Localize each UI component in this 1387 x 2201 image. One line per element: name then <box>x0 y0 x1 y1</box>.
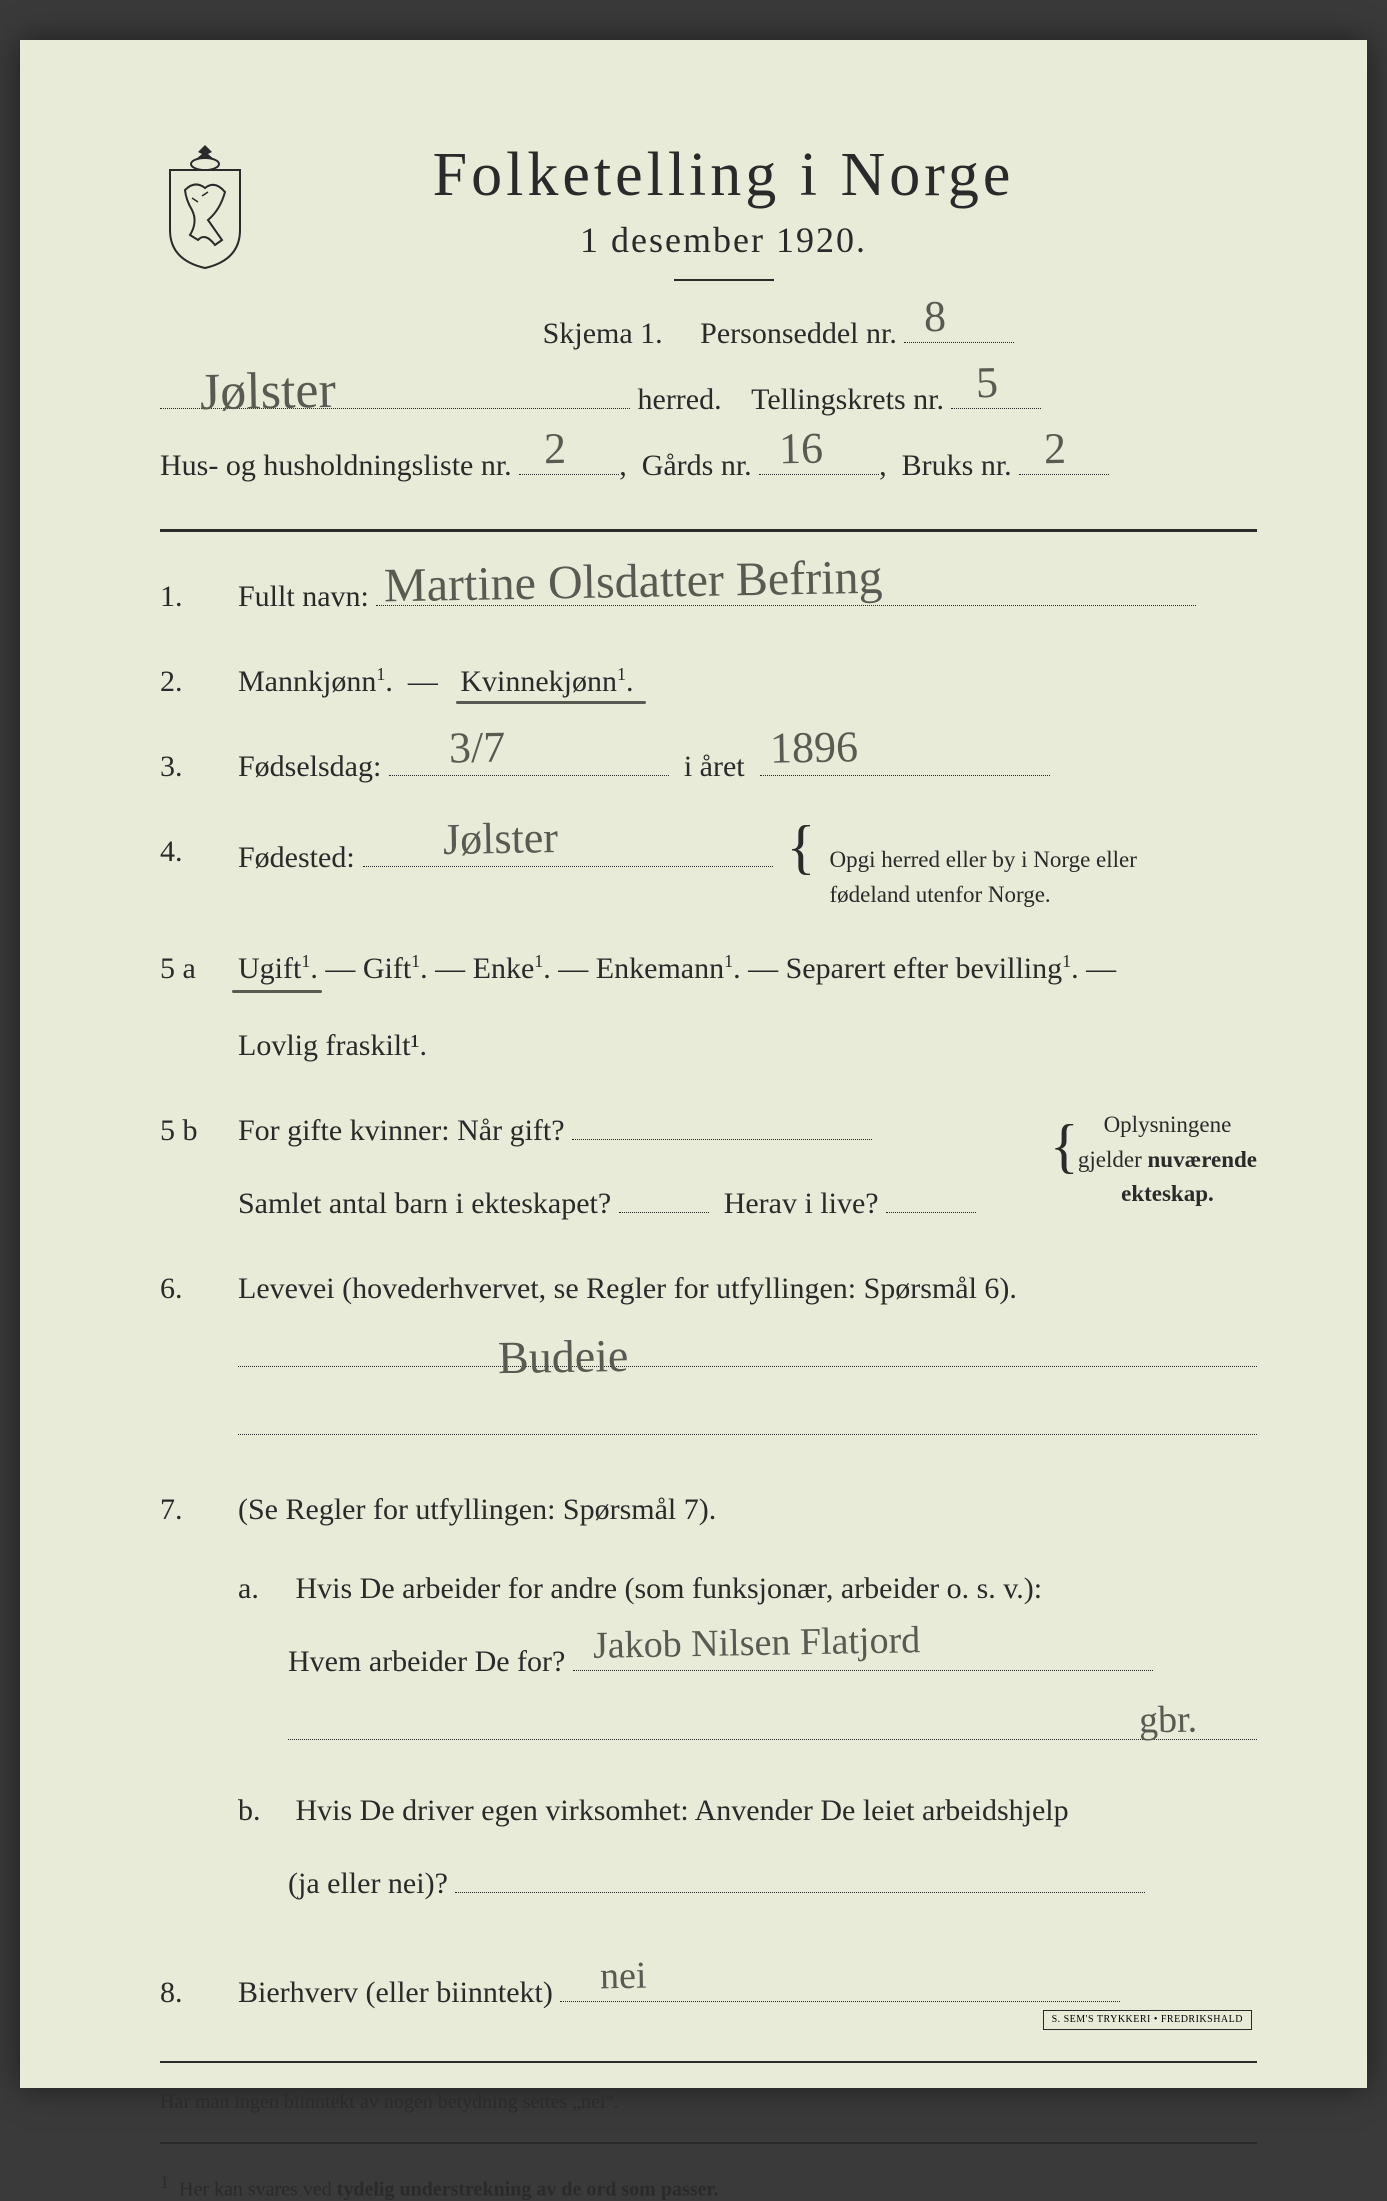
rule-1 <box>160 529 1257 532</box>
meta-line-2: Jølster herred. Tellingskrets nr. 5 <box>160 367 1257 433</box>
q7-num: 7. <box>160 1481 238 1538</box>
personseddel-value: 8 <box>923 269 947 366</box>
footnote: Har man ingen biinntekt av nogen betydni… <box>160 2091 1257 2114</box>
husliste-value: 2 <box>543 401 567 498</box>
q6-num: 6. <box>160 1260 238 1453</box>
q1-label: Fullt navn: <box>238 580 369 613</box>
q7a: a. Hvis De arbeider for andre (som funks… <box>238 1560 1257 1758</box>
q1-num: 1. <box>160 568 238 625</box>
brace-icon: { <box>787 823 816 871</box>
q7a-letter: a. <box>238 1560 288 1617</box>
footer-note: 1 Her kan svares ved tydelig understrekn… <box>160 2172 1257 2201</box>
q5b-n2b: nuværende <box>1148 1147 1258 1172</box>
q7a-line2: Hvem arbeider De for? <box>288 1645 565 1678</box>
q7a-line1: Hvis De arbeider for andre (som funksjon… <box>296 1572 1043 1605</box>
printer-stamp: S. SEM'S TRYKKERI • FREDRIKSHALD <box>1043 2010 1252 2030</box>
q3-year: 1896 <box>769 705 858 790</box>
q1-value: Martine Olsdatter Befring <box>384 532 884 632</box>
q5a-cont: Lovlig fraskilt¹. <box>238 1017 1257 1074</box>
q1: 1. Fullt navn: Martine Olsdatter Befring <box>160 568 1257 625</box>
q5b-l2a: Samlet antal barn i ekteskapet? <box>238 1187 611 1220</box>
q5b-n3: ekteskap. <box>1121 1181 1214 1206</box>
q6-blank-1: Budeie <box>238 1317 1257 1367</box>
q7b-line2: (ja eller nei)? <box>288 1867 448 1900</box>
q7b-line1: Hvis De driver egen virksomhet: Anvender… <box>296 1794 1069 1827</box>
q5b-l2b: Herav i live? <box>724 1187 879 1220</box>
meta-block: Skjema 1. Personseddel nr. 8 Jølster her… <box>160 301 1257 499</box>
rule-3 <box>160 2142 1257 2144</box>
q2-k: Kvinnekjønn <box>460 665 617 698</box>
q5a-underline <box>232 990 322 993</box>
q6-label: Levevei (hovederhvervet, se Regler for u… <box>238 1272 1017 1305</box>
coat-of-arms-icon <box>160 140 250 270</box>
personseddel-label: Personseddel nr. <box>700 317 897 350</box>
q7a-blank-2: gbr. <box>288 1690 1257 1740</box>
gards-value: 16 <box>778 401 824 499</box>
q7: 7. (Se Regler for utfyllingen: Spørsmål … <box>160 1481 1257 1936</box>
footer-bold: tydelig understrekning av de ord som pas… <box>337 2178 719 2200</box>
q4-value: Jølster <box>442 796 558 882</box>
bruks-label: Bruks nr. <box>902 449 1012 482</box>
q2-m: Mannkjønn <box>238 665 376 698</box>
q2: 2. Mannkjønn1. — Kvinnekjønn1. <box>160 653 1257 710</box>
footer-sup: 1 <box>160 2172 169 2192</box>
q4: 4. Fødested: Jølster { Opgi herred eller… <box>160 823 1257 912</box>
rule-2 <box>160 2061 1257 2063</box>
q7-label: (Se Regler for utfyllingen: Spørsmål 7). <box>238 1481 1257 1538</box>
q5b-n2pre: gjelder <box>1078 1147 1148 1172</box>
husliste-label: Hus- og husholdningsliste nr. <box>160 449 512 482</box>
shield-svg <box>160 140 250 270</box>
skjema-label: Skjema 1. <box>543 317 663 350</box>
header: Folketelling i Norge 1 desember 1920. <box>160 140 1257 281</box>
subtitle-date: 1 desember 1920. <box>280 219 1167 261</box>
q3-num: 3. <box>160 738 238 795</box>
brace-icon-2: { <box>1050 1122 1079 1170</box>
footer-pre: Her kan svares ved <box>179 2178 337 2200</box>
title-rule <box>674 279 774 281</box>
q6: 6. Levevei (hovederhvervet, se Regler fo… <box>160 1260 1257 1453</box>
q8-label: Bierhverv (eller biinntekt) <box>238 1976 553 2009</box>
tellingskrets-value: 5 <box>976 335 1000 432</box>
title-block: Folketelling i Norge 1 desember 1920. <box>280 140 1257 281</box>
census-form-page: Folketelling i Norge 1 desember 1920. Sk… <box>20 40 1367 2088</box>
q5b-sidenote: { Oplysningene gjelder nuværende ekteska… <box>1078 1108 1257 1212</box>
q8-value: nei <box>600 1940 648 2013</box>
q5a: 5 a Ugift1. — Gift1. — Enke1. — Enkemann… <box>160 940 1257 1074</box>
q8-num: 8. <box>160 1964 238 2021</box>
q5b-label: For gifte kvinner: Når gift? <box>238 1114 565 1147</box>
q5b: 5 b For gifte kvinner: Når gift? Samlet … <box>160 1102 1257 1232</box>
q3-day: 3/7 <box>448 706 506 791</box>
main-title: Folketelling i Norge <box>280 140 1167 211</box>
q2-num: 2. <box>160 653 238 710</box>
q5a-num: 5 a <box>160 940 238 1074</box>
q4-num: 4. <box>160 823 238 912</box>
q5a-opts: Ugift1. — Gift1. — Enke1. — Enkemann1. —… <box>238 952 1116 985</box>
q7a-value2: gbr. <box>1138 1683 1197 1756</box>
q5b-n1: Oplysningene <box>1078 1108 1257 1143</box>
gards-label: Gårds nr. <box>642 449 752 482</box>
q7a-value: Jakob Nilsen Flatjord <box>592 1604 920 1682</box>
q3-mid: i året <box>684 750 745 783</box>
q6-blank-2 <box>238 1385 1257 1435</box>
q4-label: Fødested: <box>238 829 355 886</box>
q4-note: Opgi herred eller by i Norge eller fødel… <box>829 843 1169 912</box>
q7b: b. Hvis De driver egen virksomhet: Anven… <box>238 1782 1257 1912</box>
meta-line-3: Hus- og husholdningsliste nr. 2 , Gårds … <box>160 433 1257 499</box>
herred-label: herred. <box>638 383 722 416</box>
questions: 1. Fullt navn: Martine Olsdatter Befring… <box>160 568 1257 2201</box>
q2-underline <box>456 701 646 704</box>
q7b-letter: b. <box>238 1782 288 1839</box>
q3-label: Fødselsdag: <box>238 750 381 783</box>
q5b-num: 5 b <box>160 1102 238 1232</box>
q3: 3. Fødselsdag: 3/7 i året 1896 <box>160 738 1257 795</box>
bruks-value: 2 <box>1043 401 1067 498</box>
